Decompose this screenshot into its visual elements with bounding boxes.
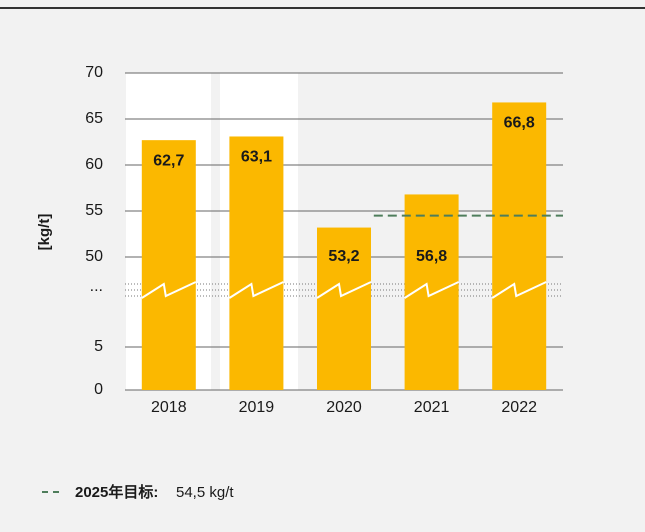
bar: [141, 140, 196, 390]
x-tick-label: 2022: [501, 399, 537, 416]
bar: [229, 136, 284, 390]
y-tick-label: 65: [85, 110, 103, 127]
value-label: 66,8: [504, 115, 535, 132]
bar: [492, 102, 547, 390]
value-label: 56,8: [416, 248, 447, 265]
x-tick-label: 2018: [151, 399, 187, 416]
bar-break: [141, 281, 197, 299]
y-tick-label: 5: [94, 338, 103, 355]
value-label: 63,1: [241, 149, 272, 166]
y-tick-label: 70: [85, 64, 103, 81]
legend-value: 54,5 kg/t: [176, 484, 234, 501]
y-tick-label: 0: [94, 381, 103, 398]
bar-break: [491, 281, 547, 299]
y-break-label: ...: [90, 278, 103, 295]
bar-break: [316, 281, 372, 299]
legend-label: 2025年目标:: [75, 483, 158, 501]
x-tick-label: 2021: [414, 399, 450, 416]
x-tick-label: 2019: [239, 399, 275, 416]
y-tick-label: 50: [85, 248, 103, 265]
bar-break: [404, 281, 460, 299]
y-tick-label: 55: [85, 202, 103, 219]
bar: [317, 227, 371, 390]
y-tick-label: 60: [85, 156, 103, 173]
bar-break: [228, 281, 284, 299]
value-label: 62,7: [153, 152, 184, 169]
y-axis-label: [kg/t]: [36, 214, 53, 251]
x-tick-label: 2020: [326, 399, 362, 416]
legend: 2025年目标: 54,5 kg/t: [42, 483, 234, 501]
value-label: 53,2: [328, 248, 359, 265]
